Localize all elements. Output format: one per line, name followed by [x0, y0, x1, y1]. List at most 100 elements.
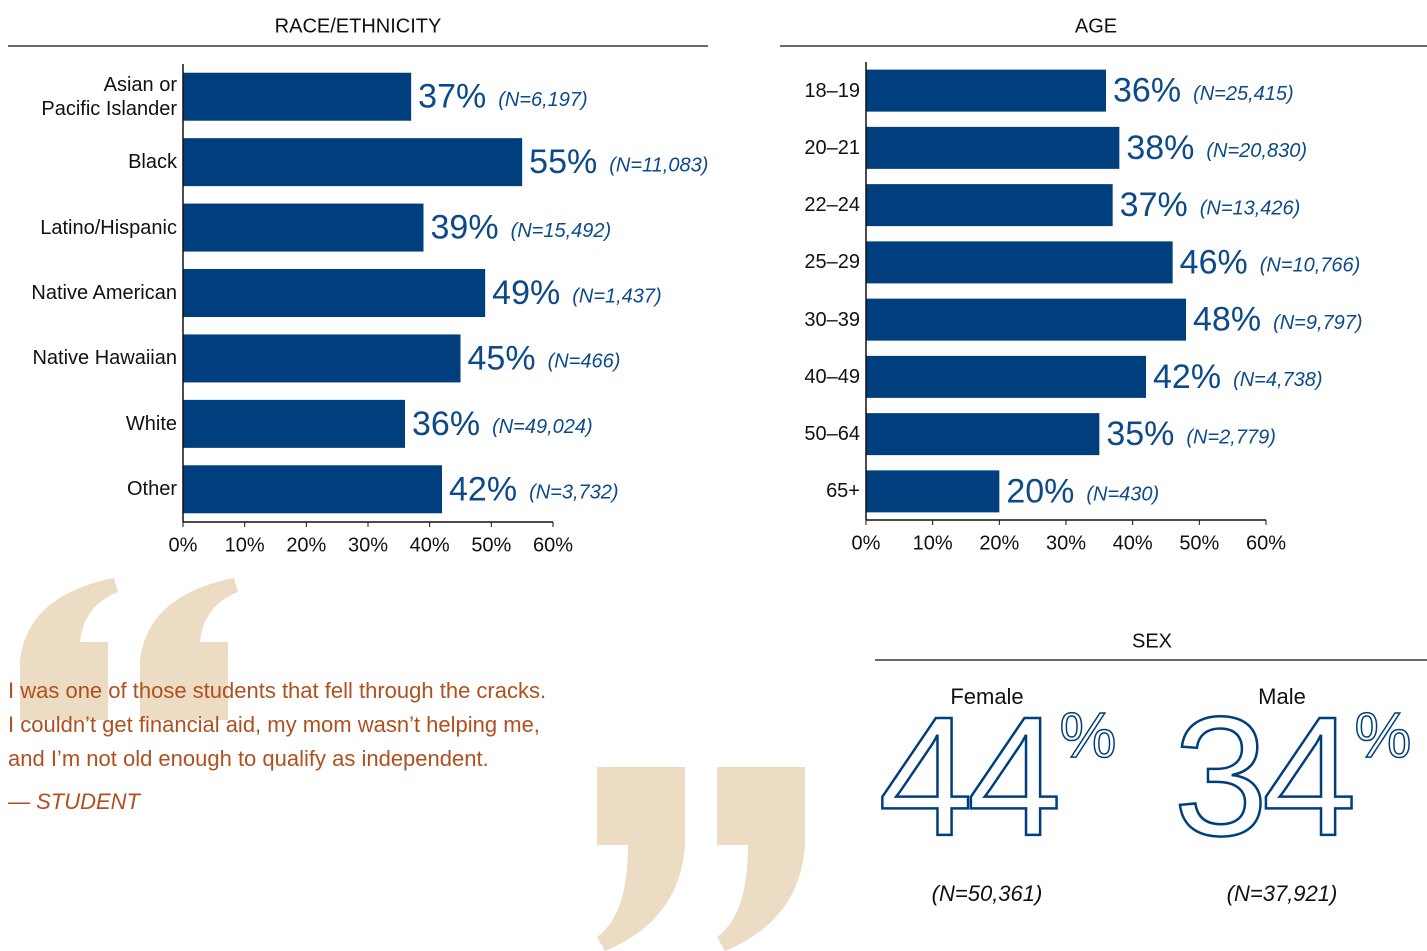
category-label-box: White [5, 391, 177, 456]
stat-unit: % [1355, 699, 1412, 771]
x-tick-label: 40% [1113, 532, 1153, 554]
category-label-box: 65+ [688, 463, 860, 520]
category-label-box: Asian or Pacific Islander [5, 64, 177, 129]
quote-line: I was one of those students that fell th… [8, 678, 546, 703]
y-tick-label: 40–49 [688, 348, 860, 405]
category-label-box: 40–49 [688, 348, 860, 405]
bar [866, 70, 1106, 112]
bar [866, 127, 1119, 169]
bar [183, 465, 442, 513]
x-tick-label: 10% [225, 534, 265, 556]
y-tick-label: Native American [5, 260, 177, 325]
stat-unit: % [1060, 699, 1117, 771]
n-label: (N=9,797) [1273, 312, 1363, 334]
bar [866, 470, 999, 512]
bar [866, 184, 1113, 226]
bar [866, 356, 1146, 398]
n-label: (N=3,732) [529, 482, 619, 504]
value-label: 37% [1120, 186, 1188, 224]
y-tick-label: Native Hawaiian [5, 326, 177, 391]
chart-title: RACE/ETHNICITY [275, 15, 442, 37]
category-label-box: Latino/Hispanic [5, 195, 177, 260]
n-label: (N=15,492) [511, 220, 612, 242]
category-label-box: Native Hawaiian [5, 326, 177, 391]
infographic: I was one of those students that fell th… [0, 0, 1427, 951]
y-tick-label: 20–21 [688, 119, 860, 176]
n-label: (N=10,766) [1260, 255, 1361, 277]
y-tick-label: 25–29 [688, 234, 860, 291]
x-tick-label: 0% [852, 532, 881, 554]
x-tick-label: 50% [471, 534, 511, 556]
value-label: 36% [412, 405, 480, 443]
bar [183, 400, 405, 448]
n-label: (N=6,197) [498, 89, 587, 111]
x-tick-label: 60% [533, 534, 573, 556]
value-label: 39% [431, 209, 499, 247]
x-tick-label: 30% [348, 534, 388, 556]
category-label-box: 30–39 [688, 291, 860, 348]
quote-attribution: — STUDENT [7, 789, 142, 814]
category-label-box: 20–21 [688, 119, 860, 176]
x-tick-label: 60% [1246, 532, 1286, 554]
x-tick-label: 50% [1179, 532, 1219, 554]
bar [183, 204, 424, 252]
y-tick-label: 22–24 [688, 177, 860, 234]
bar [183, 334, 461, 382]
y-tick-label: 18–19 [688, 62, 860, 119]
bar [183, 269, 485, 317]
y-tick-label: Black [5, 129, 177, 194]
category-label-box: 18–19 [688, 62, 860, 119]
value-label: 38% [1126, 129, 1194, 167]
quote: I was one of those students that fell th… [7, 678, 546, 814]
value-label: 48% [1193, 301, 1261, 339]
n-label: (N=13,426) [1200, 197, 1301, 219]
value-label: 37% [418, 78, 486, 116]
close-quote-mark [597, 767, 685, 951]
quote-line: I couldn’t get financial aid, my mom was… [8, 712, 540, 737]
n-label: (N=2,779) [1186, 426, 1276, 448]
category-label-box: 50–64 [688, 406, 860, 463]
category-label-box: Black [5, 129, 177, 194]
category-label-box: 22–24 [688, 177, 860, 234]
value-label: 55% [529, 143, 597, 181]
y-tick-label: Asian or Pacific Islander [5, 64, 177, 129]
x-tick-label: 0% [169, 534, 198, 556]
value-label: 49% [492, 274, 560, 312]
value-label: 36% [1113, 72, 1181, 110]
n-label: (N=37,921) [1227, 881, 1338, 906]
value-label: 46% [1180, 243, 1248, 281]
chart-title: SEX [1132, 630, 1172, 652]
x-tick-label: 20% [286, 534, 326, 556]
category-label-box: Native American [5, 260, 177, 325]
value-label: 35% [1106, 415, 1174, 453]
y-tick-label: Other [5, 457, 177, 522]
y-tick-label: 50–64 [688, 406, 860, 463]
category-label-box: 25–29 [688, 234, 860, 291]
category-label-box: Other [5, 457, 177, 522]
x-tick-label: 10% [913, 532, 953, 554]
n-label: (N=4,738) [1233, 369, 1323, 391]
bar [866, 299, 1186, 341]
value-label: 20% [1006, 472, 1074, 510]
n-label: (N=466) [548, 351, 621, 373]
n-label: (N=25,415) [1193, 83, 1294, 105]
value-label: 42% [449, 470, 517, 508]
n-label: (N=20,830) [1206, 140, 1307, 162]
close-quote-mark [717, 767, 805, 951]
n-label: (N=50,361) [932, 881, 1043, 906]
x-tick-label: 30% [1046, 532, 1086, 554]
bar [183, 73, 411, 121]
value-label: 42% [1153, 358, 1221, 396]
value-label: 45% [468, 339, 536, 377]
bar [183, 138, 522, 186]
bar [866, 241, 1173, 283]
chart-title: AGE [1075, 15, 1117, 37]
stat-value: 34 [1173, 682, 1352, 872]
quote-line: and I’m not old enough to qualify as ind… [8, 746, 489, 771]
x-tick-label: 20% [979, 532, 1019, 554]
n-label: (N=49,024) [492, 416, 593, 438]
y-tick-label: 65+ [688, 463, 860, 520]
bar [866, 413, 1099, 455]
y-tick-label: White [5, 391, 177, 456]
stat-value: 44 [878, 682, 1057, 872]
